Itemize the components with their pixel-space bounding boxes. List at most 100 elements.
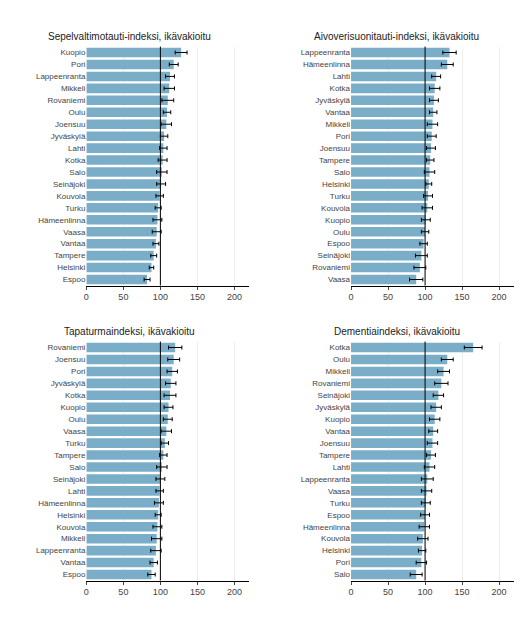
svg-text:Lappeenranta: Lappeenranta <box>36 72 86 81</box>
svg-text:Kouvola: Kouvola <box>321 204 350 213</box>
svg-text:Vantaa: Vantaa <box>61 558 86 567</box>
svg-text:Salo: Salo <box>334 168 351 177</box>
svg-text:Vantaa: Vantaa <box>325 427 350 436</box>
svg-text:Lappeenranta: Lappeenranta <box>301 475 351 484</box>
svg-text:Mikkeli: Mikkeli <box>61 534 86 543</box>
svg-text:150: 150 <box>190 587 205 597</box>
svg-text:200: 200 <box>492 292 507 302</box>
svg-text:Seinäjoki: Seinäjoki <box>53 180 86 189</box>
svg-text:0: 0 <box>84 587 89 597</box>
svg-text:100: 100 <box>418 292 433 302</box>
svg-text:Pori: Pori <box>336 132 350 141</box>
svg-text:Vaasa: Vaasa <box>328 487 351 496</box>
svg-text:Lappeenranta: Lappeenranta <box>36 546 86 555</box>
svg-text:Salo: Salo <box>69 168 86 177</box>
svg-text:Rovaniemi: Rovaniemi <box>48 343 86 352</box>
svg-text:Oulu: Oulu <box>68 415 85 424</box>
svg-text:Espoo: Espoo <box>327 239 350 248</box>
svg-text:Kuopio: Kuopio <box>325 415 350 424</box>
svg-text:Vantaa: Vantaa <box>61 239 86 248</box>
svg-text:Seinäjoki: Seinäjoki <box>318 251 351 260</box>
svg-text:Dementiaindeksi, ikävakioitu: Dementiaindeksi, ikävakioitu <box>334 326 460 337</box>
svg-text:150: 150 <box>190 292 205 302</box>
svg-text:Helsinki: Helsinki <box>57 263 85 272</box>
svg-text:150: 150 <box>455 292 470 302</box>
svg-text:Seinäjoki: Seinäjoki <box>318 391 351 400</box>
svg-text:Kouvola: Kouvola <box>321 534 350 543</box>
svg-text:Lahti: Lahti <box>68 144 86 153</box>
svg-text:100: 100 <box>153 587 168 597</box>
svg-text:Vaasa: Vaasa <box>328 275 351 284</box>
svg-text:Turku: Turku <box>65 204 85 213</box>
svg-text:Mikkeli: Mikkeli <box>326 367 351 376</box>
svg-text:200: 200 <box>227 292 242 302</box>
svg-text:Lahti: Lahti <box>333 72 351 81</box>
svg-text:Kotka: Kotka <box>330 343 351 352</box>
svg-text:Helsinki: Helsinki <box>322 546 350 555</box>
svg-text:100: 100 <box>418 587 433 597</box>
svg-text:Turku: Turku <box>65 439 85 448</box>
svg-text:Rovaniemi: Rovaniemi <box>48 96 86 105</box>
svg-text:Turku: Turku <box>330 192 350 201</box>
svg-text:Lahti: Lahti <box>333 463 351 472</box>
svg-text:Jyväskylä: Jyväskylä <box>51 132 86 141</box>
svg-text:50: 50 <box>383 587 393 597</box>
svg-text:Hämeenlinna: Hämeenlinna <box>303 523 351 532</box>
svg-text:Tampere: Tampere <box>319 156 351 165</box>
svg-text:Helsinki: Helsinki <box>57 511 85 520</box>
svg-text:Tampere: Tampere <box>54 251 86 260</box>
svg-text:Jyväskylä: Jyväskylä <box>315 403 350 412</box>
svg-text:Rovaniemi: Rovaniemi <box>312 263 350 272</box>
svg-text:Pori: Pori <box>71 60 85 69</box>
svg-text:Tampere: Tampere <box>319 451 351 460</box>
svg-text:50: 50 <box>118 587 128 597</box>
svg-text:Vantaa: Vantaa <box>325 108 350 117</box>
svg-text:Hämeenlinna: Hämeenlinna <box>303 60 351 69</box>
svg-text:Aivoverisuonitauti-indeksi, ik: Aivoverisuonitauti-indeksi, ikävakioitu <box>314 31 479 42</box>
svg-text:Lahti: Lahti <box>68 487 86 496</box>
svg-text:50: 50 <box>118 292 128 302</box>
svg-text:Joensuu: Joensuu <box>320 144 350 153</box>
svg-text:Salo: Salo <box>334 570 351 579</box>
svg-text:Kuopio: Kuopio <box>325 216 350 225</box>
svg-text:100: 100 <box>153 292 168 302</box>
svg-text:Kouvola: Kouvola <box>56 523 85 532</box>
svg-text:Joensuu: Joensuu <box>55 355 85 364</box>
svg-text:Kuopio: Kuopio <box>60 403 85 412</box>
svg-text:50: 50 <box>383 292 393 302</box>
svg-text:Sepelvaltimotauti-indeksi, ikä: Sepelvaltimotauti-indeksi, ikävakioitu <box>48 31 211 42</box>
svg-text:Oulu: Oulu <box>333 228 350 237</box>
svg-text:Kuopio: Kuopio <box>60 48 85 57</box>
svg-text:Tapaturmaindeksi, ikävakioitu: Tapaturmaindeksi, ikävakioitu <box>64 326 195 337</box>
svg-text:Rovaniemi: Rovaniemi <box>312 379 350 388</box>
svg-text:Jyväskylä: Jyväskylä <box>51 379 86 388</box>
svg-text:Oulu: Oulu <box>68 108 85 117</box>
svg-text:Kotka: Kotka <box>65 156 86 165</box>
svg-text:Jyväskylä: Jyväskylä <box>315 96 350 105</box>
svg-text:0: 0 <box>349 587 354 597</box>
svg-text:Lappeenranta: Lappeenranta <box>301 48 351 57</box>
svg-text:150: 150 <box>455 587 470 597</box>
svg-text:0: 0 <box>349 292 354 302</box>
svg-text:Kotka: Kotka <box>65 391 86 400</box>
svg-text:Espoo: Espoo <box>327 511 350 520</box>
svg-text:Vaasa: Vaasa <box>63 427 86 436</box>
svg-text:Pori: Pori <box>336 558 350 567</box>
svg-text:Espoo: Espoo <box>63 275 86 284</box>
svg-text:Joensuu: Joensuu <box>55 120 85 129</box>
svg-text:Helsinki: Helsinki <box>322 180 350 189</box>
svg-text:Mikkeli: Mikkeli <box>61 84 86 93</box>
svg-text:Mikkeli: Mikkeli <box>326 120 351 129</box>
svg-text:Turku: Turku <box>330 499 350 508</box>
svg-text:Kotka: Kotka <box>330 84 351 93</box>
svg-text:0: 0 <box>84 292 89 302</box>
svg-text:200: 200 <box>227 587 242 597</box>
svg-text:Seinäjoki: Seinäjoki <box>53 475 86 484</box>
svg-text:Kouvola: Kouvola <box>56 192 85 201</box>
svg-text:Pori: Pori <box>71 367 85 376</box>
svg-text:Espoo: Espoo <box>63 570 86 579</box>
svg-text:Oulu: Oulu <box>333 355 350 364</box>
svg-text:Salo: Salo <box>69 463 86 472</box>
svg-text:200: 200 <box>492 587 507 597</box>
svg-text:Tampere: Tampere <box>54 451 86 460</box>
